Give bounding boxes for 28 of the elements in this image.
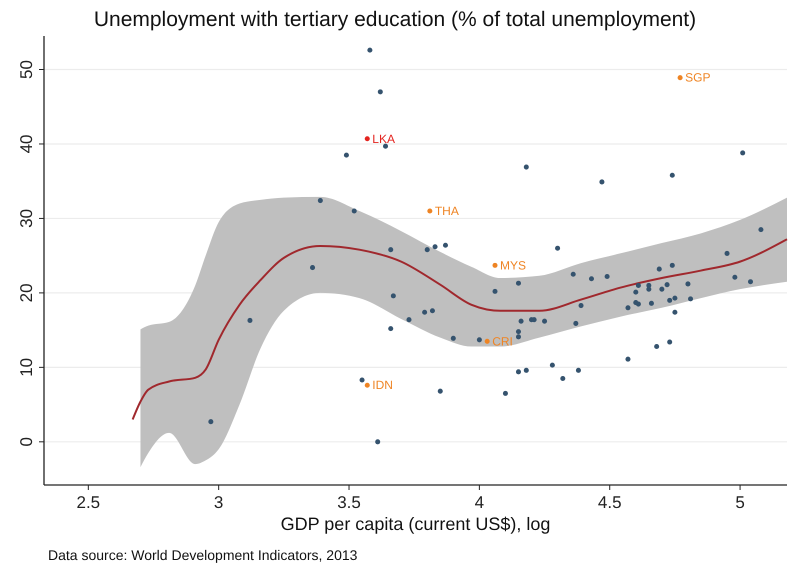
x-tick-label: 3 — [214, 493, 224, 512]
annotation: SGP — [685, 70, 710, 85]
x-tick-label: 3.5 — [337, 493, 361, 512]
y-tick-label: 0 — [17, 437, 36, 447]
point — [364, 382, 370, 388]
point — [678, 75, 683, 80]
y-tick-label: 10 — [17, 358, 36, 377]
point — [484, 338, 490, 344]
y-tick-label: 20 — [17, 283, 36, 302]
annotation: IDN — [372, 378, 393, 392]
y-tick-label: 50 — [17, 60, 36, 79]
y-tick-label: 30 — [17, 208, 36, 228]
x-axis-title: GDP per capita (current US$), log — [280, 514, 550, 534]
annotation: CRI — [492, 334, 513, 348]
chart-title: Unemployment with tertiary education (% of total unemployment) — [94, 8, 696, 31]
x-tick-label: 4.5 — [598, 493, 622, 512]
annotation: LKA — [372, 132, 395, 146]
annotation: MYS — [500, 258, 526, 272]
point — [492, 262, 498, 268]
x-tick-label: 2.5 — [76, 493, 100, 512]
x-tick-label: 4 — [474, 493, 484, 512]
line-series — [132, 238, 788, 420]
point — [427, 208, 432, 214]
source-note: Data source: World Development Indicators, 2013 — [48, 547, 358, 563]
y-tick-label: 40 — [17, 134, 36, 154]
annotation: THA — [434, 204, 459, 218]
x-tick-label: 5 — [735, 493, 745, 512]
point — [364, 136, 370, 142]
